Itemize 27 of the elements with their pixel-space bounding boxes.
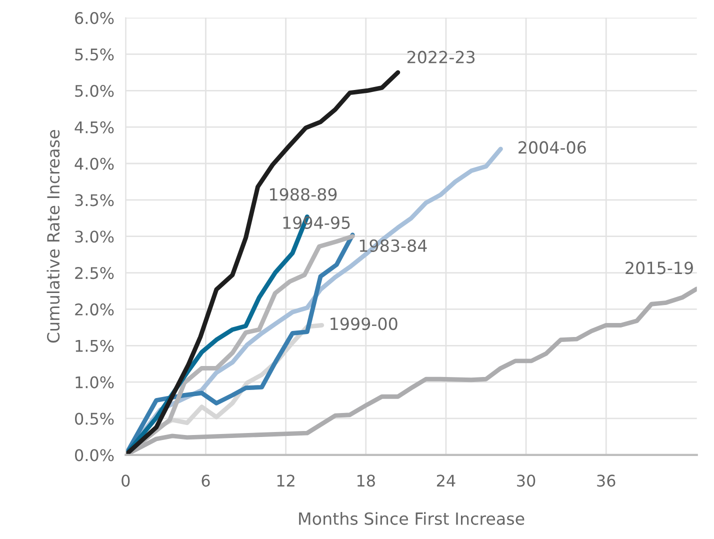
y-tick-label: 3.5% bbox=[75, 194, 114, 206]
y-tick-label: 5.5% bbox=[75, 48, 114, 61]
y-tick-label: 1.0% bbox=[76, 376, 114, 388]
x-axis-title: Months Since First Increase bbox=[299, 512, 524, 525]
x-tick-label: 24 bbox=[436, 474, 456, 486]
series-label: 2004-06 bbox=[518, 141, 586, 154]
y-tick-label: 5.0% bbox=[75, 84, 114, 97]
y-tick-label: 4.0% bbox=[74, 158, 114, 170]
x-tick-label: 30 bbox=[517, 474, 536, 487]
x-tick-label: 18 bbox=[357, 474, 375, 487]
y-tick-label: 3.0% bbox=[75, 230, 114, 243]
x-tick-label: 0 bbox=[122, 474, 130, 487]
y-tick-label: 1.5% bbox=[76, 340, 114, 352]
y-tick-label: 2.5% bbox=[75, 266, 114, 280]
y-tick-label: 2.0% bbox=[75, 303, 114, 316]
y-tick-label: 0.5% bbox=[75, 412, 114, 425]
series-label: 1999-00 bbox=[330, 317, 398, 330]
series-label: 2015-19 bbox=[626, 262, 693, 274]
x-tick-label: 6 bbox=[202, 474, 210, 487]
y-tick-label: 6.0% bbox=[75, 12, 114, 24]
series-label: 2022-23 bbox=[407, 50, 475, 64]
series-label: 1988-89 bbox=[270, 188, 337, 201]
y-axis-title: Cumulative Rate Increase bbox=[46, 130, 60, 343]
x-tick-label: 12 bbox=[277, 474, 294, 486]
y-tick-label: 4.5% bbox=[74, 121, 114, 134]
x-tick-label: 36 bbox=[597, 474, 616, 487]
y-tick-label: 0.0% bbox=[75, 449, 114, 462]
